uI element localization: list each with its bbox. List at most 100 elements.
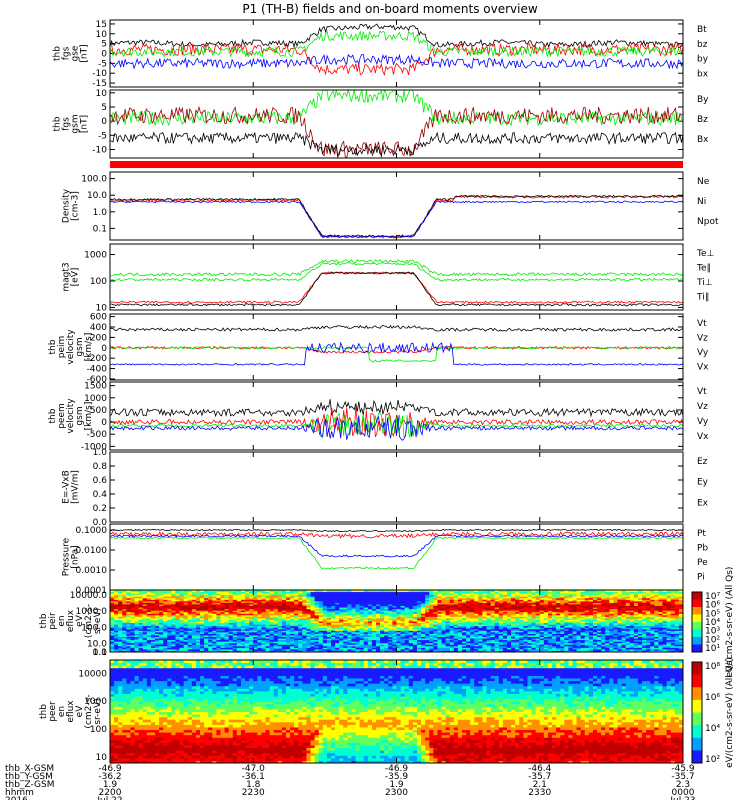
panel-frame	[110, 524, 683, 590]
legend-by: by	[697, 55, 709, 65]
panel-5: thb peim velocity gsm [km/s]6004002000-200-4…	[48, 313, 709, 385]
legend-Bz: Bz	[697, 115, 708, 125]
y-tick-label: -5	[98, 131, 107, 141]
series-line-Pe	[110, 537, 683, 569]
legend-Vt: Vt	[697, 319, 707, 329]
y-tick-label: 100.0	[81, 175, 107, 185]
legend-Te∥: Te∥	[696, 264, 711, 274]
y-tick-label: 200	[90, 333, 107, 343]
panel-frame	[110, 20, 683, 87]
y-axis-label: thb fgs gsm [nT]	[53, 114, 90, 133]
series-line-Npot	[110, 201, 683, 238]
series-line-Bx	[110, 133, 683, 156]
y-axis-label-line: [nT]	[80, 44, 90, 62]
y-tick-label: 500	[90, 406, 107, 416]
legend-Bt: Bt	[697, 25, 707, 35]
y-tick-label: 5	[101, 103, 107, 113]
y-tick-label: 0.1	[93, 224, 107, 234]
legend-Vz: Vz	[697, 334, 708, 344]
legend-bz: bz	[697, 40, 708, 50]
y-axis-label: E=-VxB [mV/m]	[62, 470, 81, 504]
y-tick-label: 0.6	[93, 476, 108, 486]
y-tick-label: 1000	[84, 394, 107, 404]
series-line-Vt	[110, 326, 683, 332]
y-tick-label: 5	[101, 40, 107, 50]
series-line-Ne	[110, 196, 683, 238]
legend-Ti∥: Ti∥	[696, 293, 709, 303]
panel-8: Pressure [nPa]0.10000.01000.00100.0001PtP…	[62, 524, 709, 596]
y-tick-label: 0.1	[93, 648, 107, 658]
series-line-Pt	[110, 529, 683, 531]
series-line-bz	[110, 44, 683, 75]
plot-title: P1 (TH-B) fields and on-board moments ov…	[242, 2, 538, 16]
panel-frame	[110, 244, 683, 310]
y-tick-label: 1500	[84, 382, 107, 392]
y-tick-label: 1.0	[93, 448, 108, 458]
y-tick-label: 600	[90, 313, 107, 323]
y-tick-label: 0.8	[93, 462, 108, 472]
legend-Vz: Vz	[697, 402, 708, 412]
y-tick-label: 0	[101, 344, 107, 354]
legend-Ti⊥: Ti⊥	[696, 278, 713, 288]
y-tick-label: -5	[98, 59, 107, 69]
legend-Pe: Pe	[697, 558, 708, 568]
series-line-Te⊥	[110, 272, 683, 303]
y-tick-label: -500	[87, 430, 108, 440]
panel-frame	[110, 172, 683, 240]
legend-Vy: Vy	[697, 417, 709, 427]
y-axis-label-line: [cm-3]	[71, 191, 81, 221]
legend-Pt: Pt	[697, 529, 706, 539]
series-line-Vt	[110, 399, 683, 416]
y-tick-label: 15	[96, 20, 107, 30]
y-tick-label: 0.0100	[76, 546, 108, 556]
y-tick-label: 10000.0	[70, 591, 107, 601]
legend-Ne: Ne	[697, 177, 710, 187]
series-line-Te∥	[110, 272, 683, 306]
y-tick-label: 0	[101, 418, 107, 428]
y-tick-label: -10	[92, 69, 107, 79]
y-tick-label: -15	[92, 79, 107, 89]
legend-Vx: Vx	[697, 432, 709, 442]
legend-Ni: Ni	[697, 197, 706, 207]
y-tick-label: -400	[87, 365, 108, 375]
y-tick-label: 1000	[84, 251, 107, 261]
panel-frame	[110, 452, 683, 522]
series-line-Ti∥	[110, 260, 683, 276]
legend-Npot: Npot	[697, 217, 719, 227]
y-axis-label: thb fgs gse [nT]	[53, 44, 90, 62]
legend-Vt: Vt	[697, 387, 707, 397]
y-tick-label: 100	[90, 277, 107, 287]
legend-Ex: Ex	[697, 498, 709, 508]
y-tick-label: 100.0	[81, 623, 107, 633]
legend-Vx: Vx	[697, 363, 709, 373]
series-line-Ti⊥	[110, 263, 683, 282]
y-tick-label: 0	[101, 50, 107, 60]
y-tick-label: 0	[101, 117, 107, 127]
legend-Te⊥: Te⊥	[696, 249, 715, 259]
legend-Vy: Vy	[697, 348, 709, 358]
y-tick-label: 0.0010	[76, 566, 108, 576]
y-axis-label: magt3 [eV]	[62, 262, 81, 291]
y-axis-label-line: [nT]	[80, 115, 90, 133]
legend-Ez: Ez	[697, 457, 708, 467]
legend-Pb: Pb	[697, 544, 708, 554]
y-tick-label: 10	[96, 89, 108, 99]
legend-Bx: Bx	[697, 135, 709, 145]
y-tick-label: 0.4	[93, 490, 108, 500]
panel-9: thb peir en eflux eV (cm2-s-sr-eV)10000.01000…	[39, 590, 684, 658]
y-tick-label: -200	[87, 354, 108, 364]
y-tick-label: 1.0	[93, 208, 108, 218]
y-tick-label: 10	[96, 30, 108, 40]
y-tick-label: -10	[92, 146, 107, 156]
y-axis-label-line: [mV/m]	[71, 470, 81, 504]
legend-Ey: Ey	[697, 478, 709, 488]
panel-6: thb peem velocity gsm [km/s]150010005000-500…	[48, 382, 709, 453]
y-tick-label: 0.1000	[76, 526, 108, 536]
